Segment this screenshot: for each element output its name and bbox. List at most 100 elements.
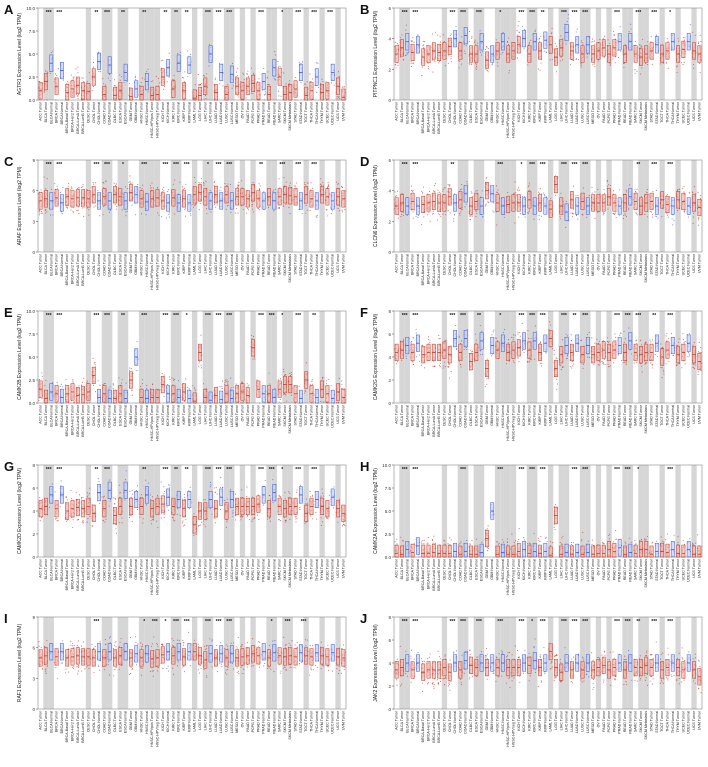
- data-point: [202, 74, 205, 76]
- data-point: [258, 78, 260, 80]
- data-point: [449, 184, 451, 186]
- significance-label: ***: [529, 10, 535, 16]
- data-point: [469, 214, 471, 216]
- data-point: [213, 203, 216, 205]
- x-tick-label: READ Tumor: [267, 253, 271, 275]
- data-point: [693, 67, 695, 69]
- data-point: [126, 80, 128, 83]
- group-shade: [48, 8, 54, 100]
- data-point: [432, 59, 434, 61]
- x-tick-label: LIHC Normal: [209, 254, 213, 275]
- data-point: [399, 37, 401, 39]
- x-tick-label: KIRP Tumor: [182, 253, 186, 273]
- data-point: [304, 182, 306, 184]
- data-point: [268, 84, 270, 86]
- x-tick-label: PRAD Tumor: [256, 101, 260, 123]
- data-point: [516, 189, 518, 191]
- x-tick-label: HNSC-HPVneg Tumor: [511, 101, 515, 138]
- data-point: [495, 191, 498, 193]
- data-point: [300, 81, 302, 83]
- data-point: [187, 50, 189, 52]
- data-point: [634, 40, 637, 42]
- data-point: [245, 212, 247, 214]
- data-point: [97, 190, 99, 192]
- x-tick-label: ESCA Tumor: [118, 253, 122, 275]
- data-point: [77, 72, 79, 74]
- data-point: [437, 189, 439, 191]
- data-point: [596, 211, 599, 213]
- data-point: [406, 51, 408, 54]
- x-tick-label: BLCA Tumor: [44, 101, 48, 122]
- data-point: [301, 213, 303, 215]
- data-point: [528, 184, 530, 186]
- data-point: [497, 65, 499, 67]
- x-tick-label: BRCA-Basal Tumor: [421, 101, 425, 133]
- data-point: [575, 58, 577, 61]
- data-point: [523, 48, 525, 50]
- data-point: [471, 215, 473, 217]
- data-point: [173, 74, 175, 76]
- data-point: [71, 187, 73, 189]
- x-tick-label: KIRP Normal: [187, 254, 191, 275]
- data-point: [140, 82, 142, 84]
- x-tick-label: SKCM Metastasis: [288, 254, 292, 283]
- data-point: [667, 67, 669, 69]
- data-point: [433, 60, 435, 62]
- data-point: [623, 62, 626, 64]
- data-point: [128, 181, 130, 183]
- data-point: [38, 214, 40, 216]
- data-point: [123, 81, 125, 84]
- y-tick-label: 2: [388, 219, 391, 224]
- group-shade: [117, 160, 123, 252]
- data-point: [651, 63, 653, 65]
- data-point: [449, 212, 451, 214]
- data-point: [134, 75, 137, 77]
- data-point: [343, 86, 345, 88]
- x-tick-label: BRCA-Her2 Tumor: [71, 253, 75, 284]
- x-tick-label: MESO Tumor: [591, 101, 595, 124]
- group-shade: [101, 160, 108, 252]
- data-point: [622, 214, 625, 216]
- y-tick-label: 7.5: [29, 29, 36, 34]
- x-tick-label: HNSC Normal: [145, 102, 149, 125]
- data-point: [322, 182, 324, 184]
- data-point: [480, 54, 483, 56]
- data-point: [470, 191, 472, 193]
- data-point: [266, 77, 268, 79]
- significance-label: **: [121, 10, 125, 16]
- data-point: [83, 99, 85, 101]
- data-point: [439, 36, 441, 38]
- data-point: [267, 83, 269, 86]
- data-point: [280, 95, 282, 97]
- data-point: [609, 64, 611, 66]
- x-tick-label: ESCA Normal: [480, 102, 484, 124]
- data-point: [518, 31, 520, 33]
- data-point: [540, 62, 542, 64]
- data-point: [167, 191, 169, 193]
- data-point: [474, 41, 476, 44]
- group-shade: [282, 160, 288, 252]
- significance-label: *: [207, 162, 209, 168]
- data-point: [316, 214, 318, 216]
- data-point: [147, 91, 149, 93]
- significance-label: ***: [279, 162, 285, 168]
- data-point: [517, 190, 519, 192]
- data-point: [545, 51, 548, 53]
- data-point: [500, 53, 502, 55]
- data-point: [126, 188, 128, 190]
- data-point: [341, 209, 343, 211]
- data-point: [555, 194, 557, 196]
- data-point: [163, 186, 165, 188]
- x-tick-label: DLBC Tumor: [113, 253, 117, 275]
- data-point: [113, 79, 116, 81]
- group-shade: [250, 160, 256, 252]
- group-shade: [239, 8, 246, 100]
- data-point: [626, 191, 628, 193]
- x-tick-label: READ Normal: [272, 102, 276, 125]
- data-point: [116, 205, 118, 207]
- data-point: [591, 186, 593, 189]
- data-point: [453, 218, 455, 220]
- data-point: [337, 207, 339, 210]
- data-point: [466, 181, 468, 183]
- group-shade: [282, 8, 288, 100]
